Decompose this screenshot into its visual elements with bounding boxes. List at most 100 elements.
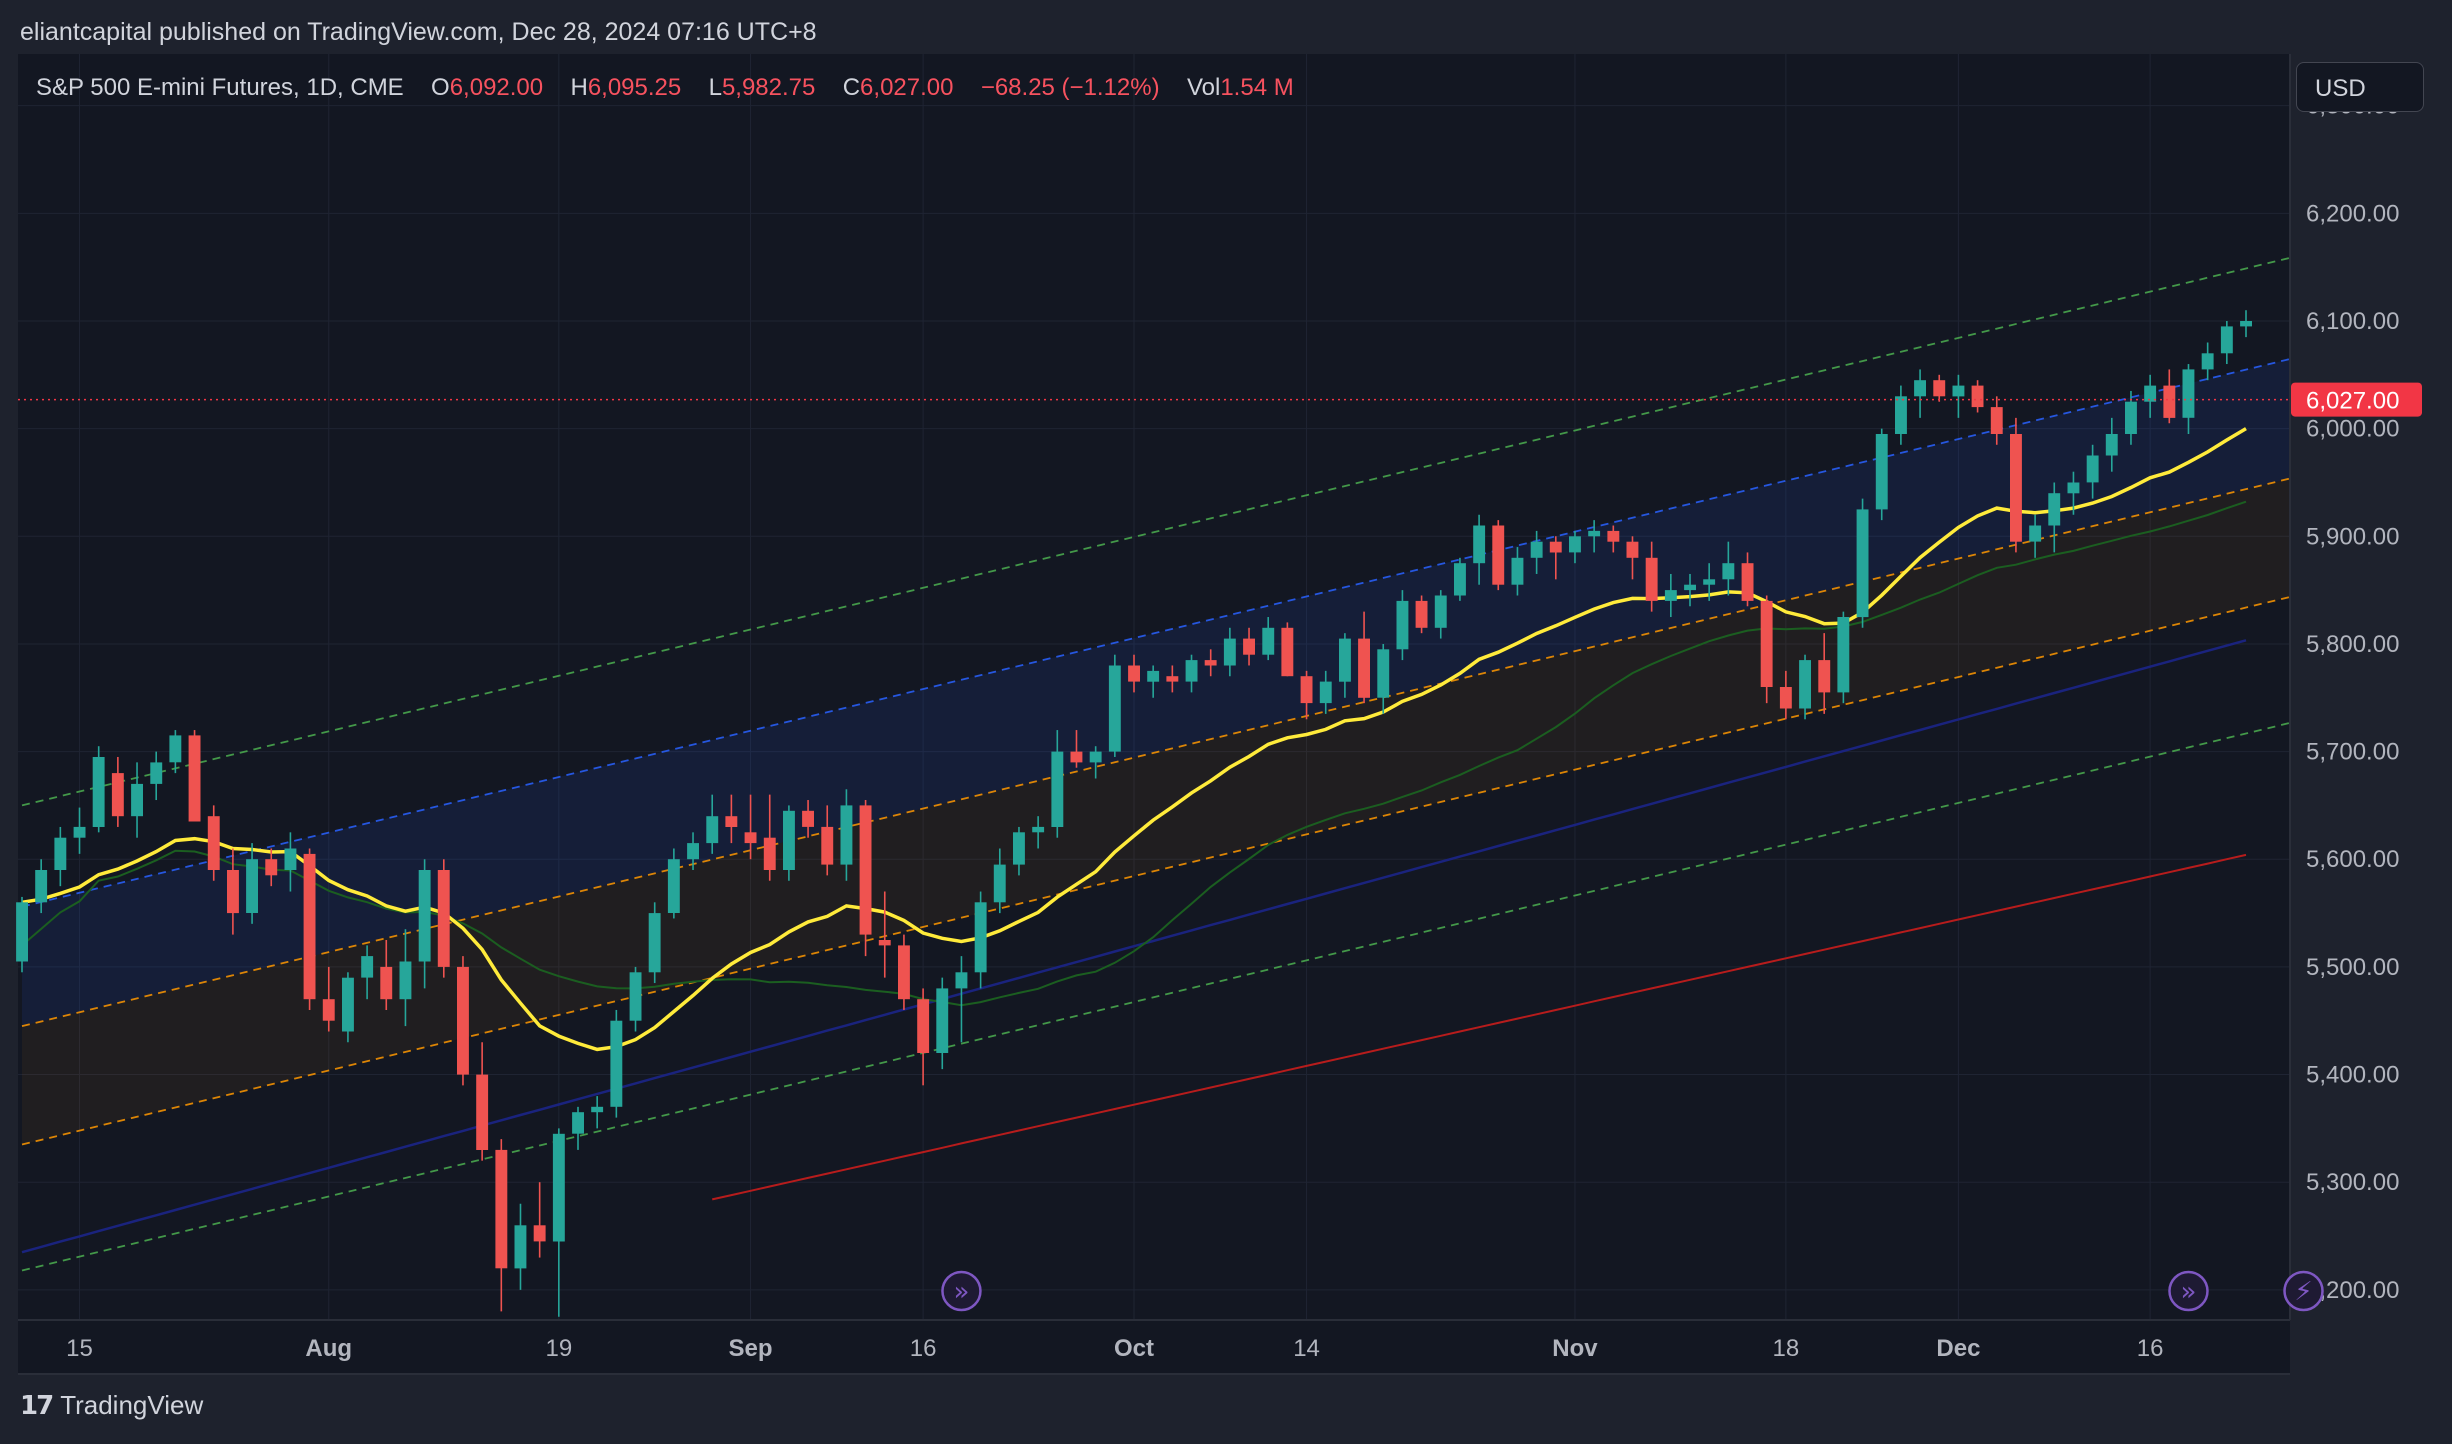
time-tick-label: Nov [1552, 1335, 1598, 1362]
last-price-badge [2291, 382, 2422, 417]
candle-body [1108, 665, 1121, 752]
candle-body [188, 735, 201, 822]
candle-body [1032, 826, 1045, 833]
candle-body [572, 1112, 584, 1134]
legend-high: 6,095.25 [587, 74, 682, 101]
channel-green-lower [21, 722, 2291, 1272]
candle-body [111, 773, 124, 817]
candle-body [380, 966, 393, 1000]
legend-close: 6,027.00 [860, 74, 954, 101]
candle-body [2182, 369, 2195, 418]
candle-body [1607, 530, 1620, 542]
ma200-line [711, 853, 2247, 1201]
event-marker-glyph: » [2181, 1277, 2197, 1307]
chart-panel[interactable] [18, 54, 2290, 1374]
candle-body [629, 972, 642, 1021]
candle-body [1358, 638, 1370, 698]
candle-body [2086, 455, 2099, 483]
legend-vol-key: Vol [1186, 74, 1221, 101]
channel-green-upper [21, 256, 2291, 807]
candle-body [1281, 627, 1294, 677]
time-tick-label: Sep [729, 1335, 773, 1362]
price-tick-label: 6,000.00 [2306, 416, 2399, 443]
candle-body [227, 870, 239, 914]
candle-body [1549, 541, 1562, 553]
time-tick-label: 16 [2137, 1335, 2164, 1362]
candle-body [840, 805, 853, 865]
price-tick-label: 5,700.00 [2306, 739, 2399, 766]
candle-body [1166, 676, 1179, 682]
price-tick-label: 6,100.00 [2306, 308, 2399, 335]
candle-body [1339, 638, 1351, 682]
candle-body [936, 988, 949, 1053]
candle-body [1626, 541, 1639, 558]
candle-body [1818, 660, 1831, 693]
candle-body [706, 816, 719, 844]
candle-body [322, 999, 335, 1021]
candle-body [2220, 326, 2233, 354]
legend-low: 5,982.75 [721, 74, 816, 101]
candle-body [437, 870, 450, 967]
candle-body [1454, 563, 1466, 596]
candle-body [150, 762, 163, 784]
candle-body [2144, 385, 2157, 402]
candle-body [552, 1133, 565, 1242]
candle-body [1013, 832, 1025, 865]
tradingview-logo[interactable]: 17 TradingView [20, 1390, 203, 1426]
candle-body [1971, 385, 1984, 408]
candle-body [1569, 536, 1581, 553]
tradingview-mark-icon: 17 [20, 1391, 54, 1421]
candle-body [1914, 380, 1926, 397]
candle-body [1243, 638, 1255, 655]
price-axis: 5,200.005,300.005,400.005,500.005,600.00… [2289, 54, 2422, 1320]
ma100-line [21, 639, 2247, 1254]
candle-body [495, 1149, 508, 1269]
candle-body [284, 848, 297, 870]
candle-body [1051, 751, 1064, 827]
candle-body [898, 945, 910, 1000]
last-price-label: 6,027.00 [2306, 388, 2399, 415]
candle-body [361, 956, 374, 978]
candle-body [73, 826, 86, 838]
candle-body [1990, 407, 2003, 434]
time-tick-label: 14 [1293, 1335, 1320, 1362]
ohlc-legend: S&P 500 E-mini Futures, 1D, CME O6,092.0… [36, 74, 1294, 102]
candle-body [342, 977, 354, 1032]
candle-body [1645, 557, 1658, 601]
candle-body [2048, 493, 2061, 526]
price-tick-label: 6,200.00 [2306, 200, 2399, 227]
time-tick-label: 16 [910, 1335, 937, 1362]
candle-body [1799, 660, 1811, 709]
candle-body [169, 735, 182, 763]
legend-open-key: O [431, 74, 450, 101]
candle-body [2105, 434, 2118, 456]
candle-body [1089, 751, 1102, 763]
candle-body [859, 805, 872, 935]
currency-button[interactable]: USD [2296, 62, 2424, 112]
channel-fill-orange [22, 478, 2290, 1145]
candle-body [821, 826, 834, 865]
publish-info: eliantcapital published on TradingView.c… [20, 18, 817, 46]
candle-body [207, 816, 220, 870]
candle-body [131, 783, 143, 817]
candle-body [1895, 396, 1907, 434]
ema20-line [21, 427, 2247, 1052]
moving-averages [21, 427, 2247, 1254]
candle-body [687, 843, 699, 860]
candle-body [2010, 434, 2022, 542]
legend-change: −68.25 (−1.12%) [980, 74, 1160, 101]
candle-body [763, 837, 776, 870]
candle-body [1262, 627, 1275, 655]
candle-body [1511, 557, 1524, 585]
channel-fills [22, 359, 2290, 1145]
candle-body [1856, 509, 1869, 618]
candle-body [1952, 385, 1965, 397]
candle-body [92, 757, 105, 827]
event-marker-glyph: ⚡ [2294, 1277, 2312, 1307]
price-tick-label: 5,300.00 [2306, 1169, 2399, 1196]
candle-body [265, 859, 278, 876]
candle-body [418, 870, 431, 962]
candle-body [1875, 434, 1888, 510]
event-marker-icon [941, 1270, 982, 1312]
